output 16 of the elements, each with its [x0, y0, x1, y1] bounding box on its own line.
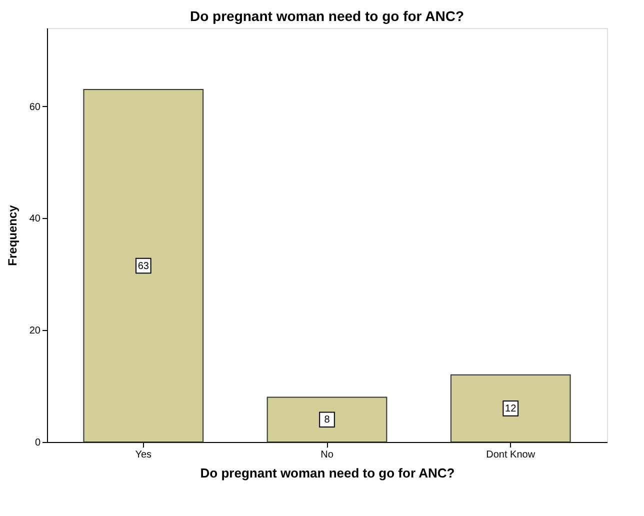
x-tick-label: No — [320, 450, 334, 460]
y-tick-label: 60 — [29, 102, 41, 113]
y-tick-label: 0 — [34, 438, 41, 448]
chart-title: Do pregnant woman need to go for ANC? — [190, 8, 464, 24]
y-tick-label: 20 — [29, 326, 41, 337]
bar — [83, 89, 204, 442]
y-axis-title: Frequency — [5, 204, 20, 266]
data-label: 12 — [505, 403, 517, 414]
x-axis-title: Do pregnant woman need to go for ANC? — [200, 466, 455, 480]
data-label: 8 — [324, 414, 330, 426]
bar — [266, 396, 388, 442]
bar — [450, 374, 571, 442]
x-tick-label: Dont Know — [486, 450, 536, 460]
x-tick-label: Yes — [135, 450, 152, 460]
y-tick-label: 40 — [29, 214, 41, 225]
data-label: 63 — [138, 260, 150, 272]
